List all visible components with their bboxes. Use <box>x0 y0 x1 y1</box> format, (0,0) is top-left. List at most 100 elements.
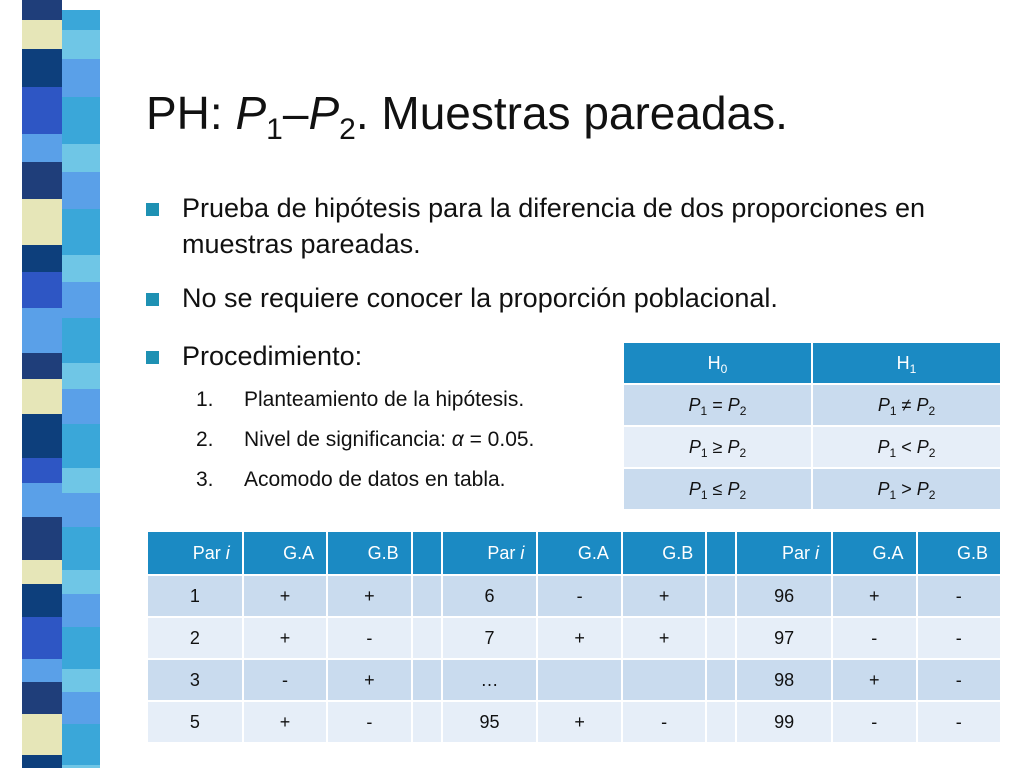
gb-header: G.B <box>326 530 413 576</box>
bullet-item-2: No se requiere conocer la proporción pob… <box>146 280 1006 316</box>
data-header-row: Par i G.A G.B Par i G.A G.B Par i G.A G.… <box>146 530 1002 576</box>
bullet-item-1: Prueba de hipótesis para la diferencia d… <box>146 190 1006 262</box>
spacer-cell <box>410 700 443 744</box>
spacer-cell <box>410 658 443 702</box>
table-cell: + <box>536 616 623 660</box>
square-bullet-icon <box>146 203 159 216</box>
spacer-cell <box>410 616 443 660</box>
table-cell: + <box>831 658 918 702</box>
title-dash: – <box>282 87 309 139</box>
table-cell <box>620 658 708 702</box>
table-cell: 2 <box>146 616 244 660</box>
alpha-symbol: α <box>451 428 464 451</box>
spacer-cell <box>410 530 443 576</box>
table-cell: - <box>915 574 1002 618</box>
step-text: Nivel de significancia: <box>244 428 452 451</box>
hypothesis-table: H0 H1 P1 = P2 P1 ≠ P2 P1 ≥ P2 P1 < P2 P1… <box>622 341 1002 511</box>
h0-cell: P1 ≥ P2 <box>622 425 813 469</box>
table-cell: - <box>326 700 413 744</box>
table-cell: 1 <box>146 574 244 618</box>
decorative-stripe-band <box>22 0 100 768</box>
table-cell: + <box>620 616 708 660</box>
title-p1: P <box>235 87 267 139</box>
table-cell: 5 <box>146 700 244 744</box>
table-cell: - <box>241 658 329 702</box>
table-cell: + <box>241 700 329 744</box>
table-cell: - <box>915 700 1002 744</box>
title-p2: P <box>308 87 340 139</box>
table-cell: + <box>831 574 918 618</box>
table-cell: 6 <box>440 574 539 618</box>
spacer-cell <box>410 574 443 618</box>
ga-header: G.A <box>241 530 329 576</box>
bullet-text: Prueba de hipótesis para la diferencia d… <box>182 193 925 259</box>
spacer-cell <box>705 658 738 702</box>
step-item-3: 3. Acomodo de datos en tabla. <box>196 468 506 492</box>
table-row: 5 + - 95 + - 99 - - <box>146 700 1002 744</box>
step-text: Planteamiento de la hipótesis. <box>244 388 525 411</box>
h0-cell: P1 ≤ P2 <box>622 467 813 511</box>
bullet-item-3: Procedimiento: <box>146 338 566 374</box>
hypothesis-row: P1 = P2 P1 ≠ P2 <box>622 383 1002 427</box>
step-number: 3. <box>196 468 214 491</box>
step-number: 1. <box>196 388 214 411</box>
table-cell: - <box>831 616 918 660</box>
par-header: Par i <box>735 530 834 576</box>
title-suffix: . Muestras pareadas. <box>355 87 788 139</box>
spacer-cell <box>705 530 738 576</box>
table-cell: + <box>620 574 708 618</box>
step-number: 2. <box>196 428 214 451</box>
table-cell: + <box>241 574 329 618</box>
step-item-2: 2. Nivel de significancia: α = 0.05. <box>196 428 534 452</box>
table-row: 3 - + … 98 + - <box>146 658 1002 702</box>
h0-cell: P1 = P2 <box>622 383 813 427</box>
ga-header: G.A <box>831 530 918 576</box>
bullet-text: Procedimiento: <box>182 341 363 371</box>
table-row: 2 + - 7 + + 97 - - <box>146 616 1002 660</box>
gb-header: G.B <box>915 530 1002 576</box>
step-item-1: 1. Planteamiento de la hipótesis. <box>196 388 524 412</box>
table-cell <box>536 658 623 702</box>
title-prefix: PH: <box>146 87 236 139</box>
table-cell: - <box>536 574 623 618</box>
table-cell: + <box>241 616 329 660</box>
title-sub-2: 2 <box>339 113 356 146</box>
table-cell: + <box>326 574 413 618</box>
table-cell: 96 <box>735 574 834 618</box>
gb-header: G.B <box>620 530 708 576</box>
table-cell: 97 <box>735 616 834 660</box>
h1-cell: P1 > P2 <box>811 467 1002 511</box>
paired-data-table: Par i G.A G.B Par i G.A G.B Par i G.A G.… <box>146 530 1002 744</box>
par-header: Par i <box>440 530 539 576</box>
table-cell: 95 <box>440 700 539 744</box>
table-cell: - <box>831 700 918 744</box>
h1-header: H1 <box>811 341 1002 385</box>
table-cell: - <box>915 616 1002 660</box>
spacer-cell <box>705 616 738 660</box>
table-cell: - <box>326 616 413 660</box>
square-bullet-icon <box>146 293 159 306</box>
table-cell: … <box>440 658 539 702</box>
bullet-text: No se requiere conocer la proporción pob… <box>182 283 778 313</box>
table-cell: + <box>326 658 413 702</box>
table-cell: - <box>915 658 1002 702</box>
slide-title: PH: P1–P2. Muestras pareadas. <box>146 86 788 145</box>
ga-header: G.A <box>536 530 623 576</box>
hypothesis-row: P1 ≥ P2 P1 < P2 <box>622 425 1002 469</box>
hypothesis-header-row: H0 H1 <box>622 341 1002 385</box>
step-value: = 0.05. <box>463 428 535 451</box>
par-header: Par i <box>146 530 244 576</box>
hypothesis-row: P1 ≤ P2 P1 > P2 <box>622 467 1002 511</box>
table-cell: 98 <box>735 658 834 702</box>
table-cell: 99 <box>735 700 834 744</box>
table-row: 1 + + 6 - + 96 + - <box>146 574 1002 618</box>
h1-cell: P1 ≠ P2 <box>811 383 1002 427</box>
h1-cell: P1 < P2 <box>811 425 1002 469</box>
table-cell: 3 <box>146 658 244 702</box>
table-cell: 7 <box>440 616 539 660</box>
table-cell: - <box>620 700 708 744</box>
table-cell: + <box>536 700 623 744</box>
spacer-cell <box>705 700 738 744</box>
square-bullet-icon <box>146 351 159 364</box>
title-sub-1: 1 <box>266 113 283 146</box>
